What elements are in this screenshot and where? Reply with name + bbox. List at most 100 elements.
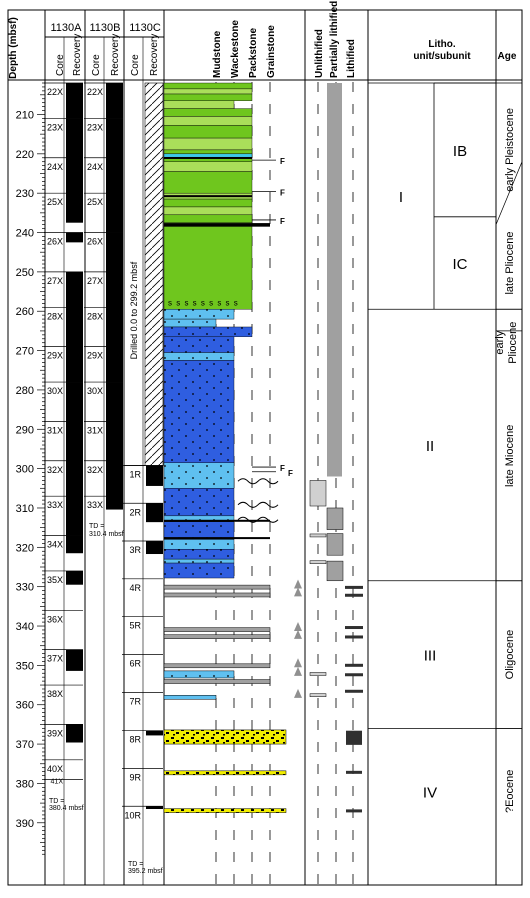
lith-bed-dots	[164, 309, 234, 320]
lith-bed	[163, 149, 253, 155]
lithif-unlithified-label: Unlithified	[314, 29, 325, 78]
core-label: 26X	[47, 237, 63, 247]
fossil-marker: F	[288, 469, 293, 478]
lithified-tick	[345, 635, 363, 639]
depth-tick-label: 290	[16, 424, 34, 436]
lithif-box	[326, 507, 344, 530]
td-c-line2: 395.2 mbsf	[128, 868, 163, 875]
recovery-bar	[146, 503, 163, 523]
core-label: 38X	[47, 689, 63, 699]
lith-bed	[163, 161, 253, 172]
eocene-bed	[163, 808, 287, 813]
core-label: 32X	[87, 465, 103, 475]
partially-lithified-bar	[327, 83, 342, 477]
core-label: 31X	[47, 425, 63, 435]
marker-line	[164, 223, 270, 226]
lith-bed	[163, 137, 253, 151]
core-label: 7R	[129, 697, 141, 707]
depth-tick-label: 270	[16, 346, 34, 358]
recovery-bar	[66, 346, 83, 383]
unit-label: I	[399, 189, 403, 206]
core-label: 35X	[47, 575, 63, 585]
recovery-bar	[66, 570, 83, 585]
lith-bed	[163, 108, 253, 117]
hole-c-cores: 1R 2R 3R 4R 5R 6R 7R 8R 9R 10R Drilled 0.0 to 299.…	[122, 82, 164, 820]
recovery-bar	[66, 382, 83, 422]
recovery-bar	[66, 724, 83, 743]
lith-wackestone-label: Wackestone	[230, 20, 241, 78]
recovery-bar	[106, 193, 123, 233]
lith-grainstone-label: Grainstone	[266, 25, 277, 78]
core-label: 3R	[129, 545, 141, 555]
recovery-a-header: Recovery	[72, 34, 83, 76]
lith-bed-dots	[164, 326, 252, 337]
core-label: 23X	[47, 122, 63, 132]
eocene-bed	[163, 729, 287, 745]
core-label: 33X	[47, 500, 63, 510]
core-label: 30X	[87, 386, 103, 396]
hole-b-label: 1130B	[90, 22, 121, 34]
core-a-header: Core	[55, 54, 66, 76]
recovery-bar	[66, 232, 83, 243]
depth-tick-label: 260	[16, 306, 34, 318]
core-label: 2R	[129, 507, 141, 517]
lithif-box	[309, 480, 327, 507]
lithif-tick	[309, 693, 327, 697]
lith-bed	[163, 125, 253, 139]
subunit-label: IB	[453, 143, 467, 160]
lith-bed-dots	[164, 563, 234, 579]
recovery-bar	[146, 806, 163, 810]
nodule-triangle	[294, 579, 302, 589]
nodule-triangle	[294, 587, 302, 597]
recovery-bar	[106, 421, 123, 461]
sponge-spicule-label: s s s s s s s s s	[168, 298, 239, 307]
depth-tick-label: 360	[16, 700, 34, 712]
core-label: 27X	[87, 276, 103, 286]
core-label: 33X	[87, 500, 103, 510]
age-label: late Miocene	[504, 425, 516, 487]
lithified-box	[346, 730, 362, 745]
lithif-tick	[309, 533, 327, 538]
lithif-lithified-label: Lithified	[346, 39, 357, 78]
unit-label: II	[426, 438, 434, 455]
core-label: 4R	[129, 583, 141, 593]
drilled-label: Drilled 0.0 to 299.2 mbsf	[129, 261, 139, 359]
depth-tick-label: 390	[16, 818, 34, 830]
lith-bed-dots	[164, 462, 234, 489]
nodule-triangle	[294, 658, 302, 668]
lithif-partially-label: Partially lithified	[329, 1, 340, 78]
age-column: early Pleistocene late Pliocene early Plioc…	[494, 108, 523, 813]
core-label: 22X	[87, 87, 103, 97]
hole-a-cores: 22X 23X 24X 25X 26X 27X 28X 29X 30X 31X 32X 33X 34X 3…	[44, 82, 83, 785]
td-a-line1: TD =	[49, 798, 64, 805]
recovery-bar	[106, 118, 123, 158]
lith-bed	[163, 88, 253, 95]
recovery-bar	[66, 649, 83, 671]
core-label: 26X	[87, 237, 103, 247]
unit-label: IV	[423, 784, 437, 801]
recovery-bar	[106, 307, 123, 347]
recovery-bar	[106, 271, 123, 308]
recovery-bar	[146, 730, 163, 736]
thin-bed-dots	[164, 670, 234, 678]
lith-bed	[163, 206, 253, 216]
lithified-tick	[345, 585, 363, 589]
recovery-bar	[66, 460, 83, 497]
lithified-tick	[346, 770, 362, 774]
core-label: 23X	[87, 122, 103, 132]
lith-bed	[163, 224, 253, 310]
lith-bed	[163, 116, 253, 126]
nodule-triangle	[294, 629, 302, 639]
depth-tick-label: 250	[16, 267, 34, 279]
lith-bed	[163, 93, 253, 101]
lithif-tick	[309, 672, 327, 676]
recovery-bar	[66, 496, 83, 536]
lith-bed-dots	[164, 319, 216, 327]
hole-b-cores: 22X 23X 24X 25X 26X 27X 28X 29X 30X 31X 32X 33X	[84, 82, 123, 510]
recovery-bar	[106, 382, 123, 422]
lithified-tick	[345, 663, 363, 667]
depth-tick-label: 230	[16, 188, 34, 200]
age-label: early Pleistocene	[504, 108, 516, 192]
lith-bed-dots	[164, 539, 234, 550]
